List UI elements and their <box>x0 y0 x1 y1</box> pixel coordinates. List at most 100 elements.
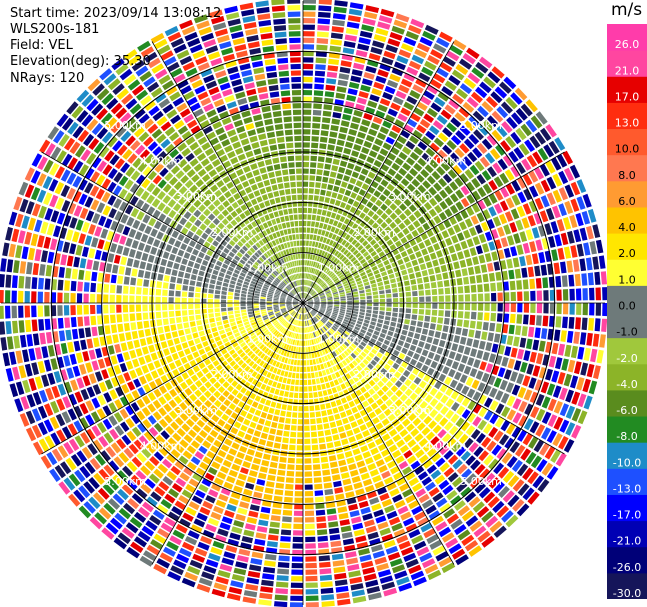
velocity-gate <box>346 348 352 354</box>
velocity-gate <box>337 598 351 606</box>
velocity-gate <box>264 553 277 561</box>
velocity-gate <box>383 280 390 285</box>
velocity-gate <box>464 120 476 132</box>
velocity-gate <box>501 452 513 464</box>
velocity-gate <box>136 211 145 221</box>
velocity-gate <box>404 286 411 292</box>
velocity-gate <box>280 370 285 376</box>
velocity-gate <box>263 377 269 384</box>
velocity-gate <box>219 563 233 572</box>
velocity-gate <box>328 527 340 535</box>
velocity-gate <box>246 577 260 585</box>
velocity-gate <box>469 368 478 378</box>
velocity-gate <box>362 451 371 459</box>
velocity-gate <box>303 292 305 298</box>
velocity-gate <box>352 291 359 295</box>
velocity-gate <box>287 316 292 321</box>
velocity-gate <box>236 335 242 341</box>
velocity-gate <box>391 337 398 344</box>
velocity-gate <box>456 319 463 327</box>
velocity-gate <box>343 282 349 287</box>
velocity-gate <box>327 65 339 72</box>
velocity-gate <box>156 231 164 240</box>
velocity-gate <box>377 262 384 269</box>
velocity-gate <box>194 399 203 408</box>
velocity-gate <box>171 506 183 516</box>
velocity-gate <box>181 258 188 265</box>
velocity-gate <box>372 376 380 383</box>
velocity-gate <box>356 335 363 340</box>
velocity-gate <box>417 517 430 527</box>
velocity-gate <box>251 237 258 244</box>
velocity-gate <box>126 430 137 442</box>
velocity-gate <box>569 164 581 179</box>
velocity-gate <box>381 418 390 426</box>
velocity-gate <box>376 277 383 283</box>
velocity-gate <box>342 367 348 374</box>
velocity-gate <box>160 341 168 349</box>
velocity-gate <box>450 135 462 146</box>
velocity-gate <box>269 314 275 318</box>
velocity-gate <box>451 286 457 294</box>
velocity-gate <box>230 338 237 345</box>
velocity-gate <box>63 441 74 455</box>
velocity-gate <box>408 500 420 510</box>
velocity-gate <box>409 239 417 247</box>
velocity-gate <box>359 290 365 294</box>
velocity-gate <box>31 277 38 289</box>
velocity-gate <box>553 262 561 275</box>
velocity-gate <box>112 264 119 274</box>
velocity-gate <box>472 110 485 122</box>
velocity-gate <box>403 450 413 459</box>
velocity-gate <box>26 394 36 408</box>
velocity-gate <box>540 195 550 208</box>
velocity-gate <box>360 445 369 453</box>
velocity-gate <box>120 396 129 407</box>
velocity-gate <box>299 320 302 327</box>
velocity-gate <box>452 459 463 470</box>
velocity-gate <box>392 307 399 313</box>
velocity-gate <box>303 220 307 227</box>
velocity-gate <box>297 327 300 333</box>
velocity-gate <box>130 541 144 553</box>
velocity-gate <box>496 125 508 138</box>
velocity-gate <box>158 213 167 222</box>
velocity-gate <box>314 262 318 268</box>
velocity-gate <box>160 374 169 384</box>
velocity-gate <box>329 461 338 468</box>
velocity-gate <box>141 202 150 213</box>
velocity-gate <box>133 126 145 138</box>
velocity-gate <box>391 25 405 35</box>
velocity-gate <box>346 21 360 29</box>
velocity-gate <box>445 398 455 408</box>
velocity-gate <box>540 127 552 142</box>
velocity-gate <box>331 234 337 240</box>
velocity-gate <box>429 409 438 418</box>
velocity-gate <box>309 274 312 280</box>
velocity-gate <box>472 147 483 159</box>
velocity-gate <box>362 358 369 366</box>
velocity-gate <box>367 186 376 194</box>
velocity-gate <box>105 335 113 345</box>
velocity-gate <box>307 297 312 301</box>
velocity-gate <box>313 365 318 372</box>
velocity-gate <box>426 84 439 95</box>
velocity-gate <box>272 271 278 277</box>
velocity-gate <box>332 434 340 441</box>
velocity-gate <box>256 358 262 365</box>
velocity-gate <box>246 448 255 456</box>
velocity-gate <box>326 211 332 218</box>
velocity-gate <box>337 261 343 267</box>
velocity-gate <box>337 426 345 433</box>
velocity-gate <box>284 424 291 431</box>
velocity-gate <box>287 285 292 290</box>
velocity-gate <box>321 300 327 302</box>
velocity-gate <box>569 303 575 315</box>
velocity-gate <box>467 412 477 423</box>
velocity-gate <box>24 184 35 198</box>
velocity-gate <box>333 277 339 283</box>
velocity-gate <box>449 216 457 225</box>
velocity-gate <box>404 388 413 397</box>
velocity-gate <box>125 267 132 276</box>
velocity-gate <box>217 419 226 427</box>
